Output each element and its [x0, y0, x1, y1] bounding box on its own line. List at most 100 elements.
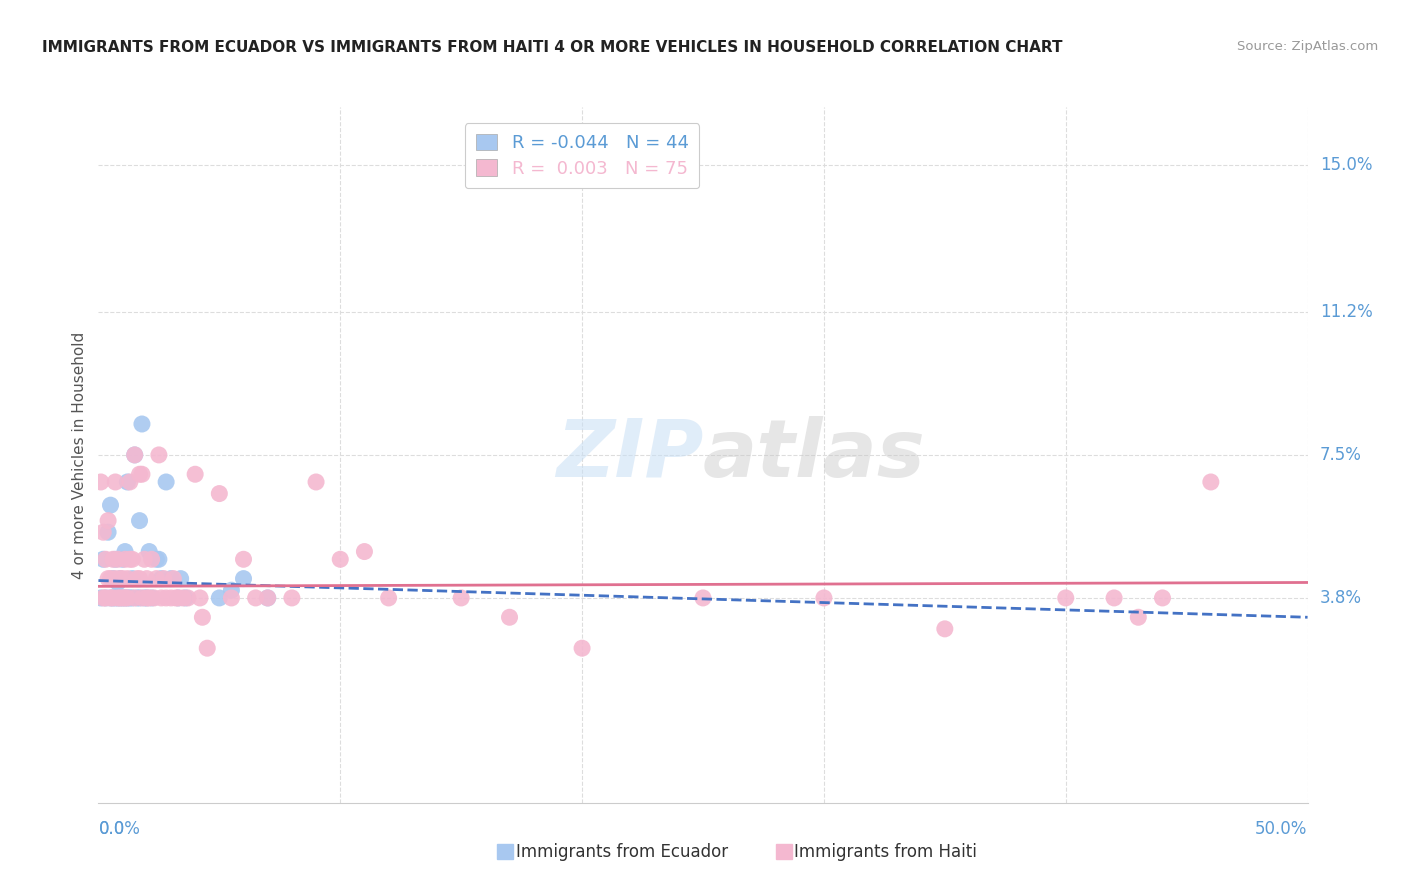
Point — [108, 572, 131, 586]
Point — [111, 591, 134, 605]
Point — [124, 591, 146, 605]
Point — [155, 475, 177, 489]
Point — [107, 591, 129, 605]
Point — [91, 525, 114, 540]
Point — [108, 591, 131, 605]
Point — [124, 448, 146, 462]
Point — [191, 610, 214, 624]
Point — [121, 552, 143, 566]
Bar — [498, 844, 513, 859]
Point — [131, 417, 153, 431]
Point — [165, 591, 187, 605]
Text: 0.0: 0.0 — [98, 821, 125, 838]
Point — [353, 544, 375, 558]
Point — [111, 572, 134, 586]
Point — [450, 591, 472, 605]
Point — [135, 591, 157, 605]
Point — [134, 552, 156, 566]
Point — [145, 552, 167, 566]
Point — [232, 552, 254, 566]
Point — [127, 572, 149, 586]
Point — [118, 591, 141, 605]
Text: 0.0%: 0.0% — [98, 821, 141, 838]
Point — [100, 591, 122, 605]
Point — [94, 591, 117, 605]
Point — [141, 552, 163, 566]
Point — [167, 591, 190, 605]
Point — [101, 572, 124, 586]
Point — [124, 448, 146, 462]
Point — [150, 572, 173, 586]
Point — [131, 591, 153, 605]
Point — [143, 591, 166, 605]
Point — [114, 552, 136, 566]
Point — [107, 575, 129, 590]
Point — [221, 591, 243, 605]
Point — [118, 475, 141, 489]
Point — [498, 610, 520, 624]
Point — [138, 591, 160, 605]
Point — [377, 591, 399, 605]
Point — [104, 552, 127, 566]
Point — [128, 591, 150, 605]
Point — [111, 591, 134, 605]
Point — [90, 591, 112, 605]
Point — [188, 591, 211, 605]
Point — [101, 552, 124, 566]
Point — [104, 572, 127, 586]
Point — [117, 475, 139, 489]
Point — [155, 591, 177, 605]
Point — [329, 552, 352, 566]
Point — [108, 591, 131, 605]
Point — [94, 552, 117, 566]
Point — [152, 572, 174, 586]
Point — [148, 552, 170, 566]
Point — [150, 591, 173, 605]
Point — [174, 591, 197, 605]
Point — [1152, 591, 1174, 605]
Text: IMMIGRANTS FROM ECUADOR VS IMMIGRANTS FROM HAITI 4 OR MORE VEHICLES IN HOUSEHOLD: IMMIGRANTS FROM ECUADOR VS IMMIGRANTS FR… — [42, 40, 1063, 55]
Point — [134, 591, 156, 605]
Point — [167, 591, 190, 605]
Point — [221, 583, 243, 598]
Text: 3.8%: 3.8% — [1320, 589, 1361, 607]
Point — [571, 641, 593, 656]
Point — [135, 572, 157, 586]
Point — [135, 591, 157, 605]
Point — [232, 572, 254, 586]
Text: 15.0%: 15.0% — [1320, 156, 1372, 174]
Y-axis label: 4 or more Vehicles in Household: 4 or more Vehicles in Household — [72, 331, 87, 579]
Point — [195, 641, 218, 656]
Point — [305, 475, 328, 489]
Point — [256, 591, 278, 605]
Point — [121, 591, 143, 605]
Point — [131, 467, 153, 482]
Point — [128, 572, 150, 586]
Point — [245, 591, 267, 605]
Text: atlas: atlas — [703, 416, 925, 494]
Text: Immigrants from Haiti: Immigrants from Haiti — [794, 843, 977, 861]
Point — [256, 591, 278, 605]
Point — [111, 552, 134, 566]
Point — [1102, 591, 1125, 605]
Point — [114, 591, 136, 605]
Point — [141, 591, 163, 605]
Point — [114, 544, 136, 558]
Point — [208, 486, 231, 500]
Point — [169, 572, 191, 586]
Point — [177, 591, 200, 605]
Point — [172, 591, 194, 605]
Point — [813, 591, 835, 605]
Point — [1199, 475, 1222, 489]
Point — [208, 591, 231, 605]
Point — [94, 591, 117, 605]
Point — [108, 572, 131, 586]
Point — [107, 591, 129, 605]
Point — [97, 525, 120, 540]
Point — [100, 591, 122, 605]
Point — [97, 514, 120, 528]
Point — [101, 591, 124, 605]
Text: 50.0%: 50.0% — [1256, 821, 1308, 838]
Text: 11.2%: 11.2% — [1320, 303, 1372, 321]
Point — [934, 622, 956, 636]
